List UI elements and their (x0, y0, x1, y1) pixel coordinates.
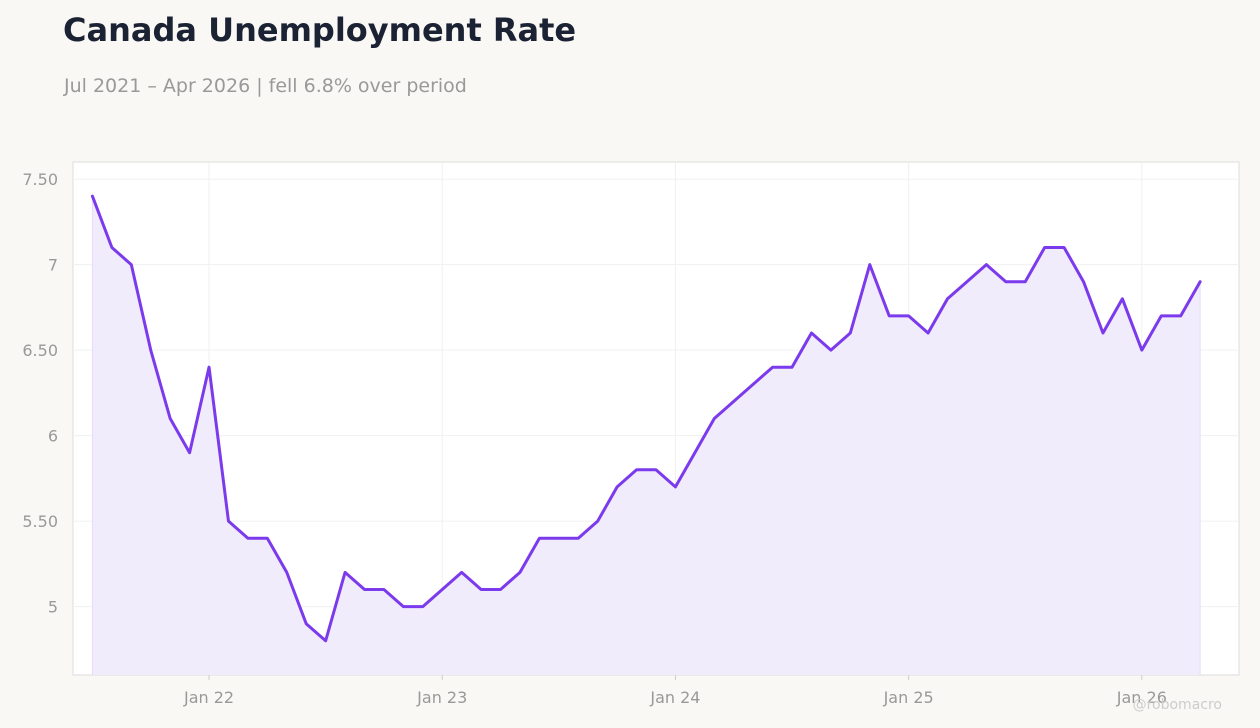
x-tick-label: Jan 24 (649, 688, 700, 707)
data-point (577, 537, 580, 540)
data-point (130, 263, 133, 266)
chart-title: Canada Unemployment Rate (63, 11, 577, 49)
data-point (1082, 280, 1085, 283)
data-point (363, 588, 366, 591)
series-line-path (90, 194, 1202, 643)
data-point (849, 332, 852, 335)
y-axis: 5 5.50 6 6.50 7 7.50 (22, 170, 58, 616)
data-point (460, 571, 463, 574)
data-point (1024, 280, 1027, 283)
data-point (1160, 314, 1163, 317)
y-tick-label: 5.50 (22, 512, 58, 531)
data-point (305, 622, 308, 625)
data-point (227, 520, 230, 523)
x-tick-label: Jan 26 (1116, 688, 1167, 707)
chart-subtitle: Jul 2021 – Apr 2026 | fell 6.8% over per… (64, 75, 467, 97)
data-point (1101, 332, 1104, 335)
data-point (1043, 246, 1046, 249)
data-point (732, 400, 735, 403)
data-point (829, 349, 832, 352)
data-point (616, 485, 619, 488)
data-point (421, 605, 424, 608)
data-point (344, 571, 347, 574)
data-point (91, 195, 94, 198)
data-point (868, 263, 871, 266)
y-tick-label: 7 (48, 256, 58, 275)
data-point (693, 451, 696, 454)
x-tick-label: Jan 25 (883, 688, 934, 707)
data-point (635, 468, 638, 471)
data-point (266, 537, 269, 540)
data-point (713, 417, 716, 420)
x-tick-label: Jan 23 (416, 688, 467, 707)
data-point (1199, 280, 1202, 283)
watermark: @robomacro (1132, 697, 1222, 713)
data-point (480, 588, 483, 591)
data-point (752, 383, 755, 386)
data-point (149, 349, 152, 352)
data-point (1179, 314, 1182, 317)
data-point (382, 588, 385, 591)
data-point (888, 314, 891, 317)
x-tick-label: Jan 22 (183, 688, 234, 707)
y-tick-label: 6 (48, 427, 58, 446)
area-fill (91, 196, 1201, 675)
data-point (1004, 280, 1007, 283)
data-point (324, 639, 327, 642)
data-point (169, 417, 172, 420)
y-tick-label: 7.50 (22, 170, 58, 189)
series-area (92, 196, 1201, 675)
data-point (907, 314, 910, 317)
data-point (285, 571, 288, 574)
data-point (1121, 297, 1124, 300)
data-point (596, 520, 599, 523)
data-point (246, 537, 249, 540)
data-point (674, 485, 677, 488)
data-point (402, 605, 405, 608)
data-point (441, 588, 444, 591)
data-point (557, 537, 560, 540)
data-point (538, 537, 541, 540)
data-point (1063, 246, 1066, 249)
data-point (1140, 349, 1143, 352)
data-point (518, 571, 521, 574)
data-point (791, 366, 794, 369)
data-point (655, 468, 658, 471)
data-point (499, 588, 502, 591)
data-point (946, 297, 949, 300)
series-line (90, 194, 1202, 643)
data-point (208, 366, 211, 369)
x-axis: Jan 22 Jan 23 Jan 24 Jan 25 Jan 26 (183, 675, 1167, 707)
data-point (110, 246, 113, 249)
data-point (927, 332, 930, 335)
data-point (188, 451, 191, 454)
data-point (965, 280, 968, 283)
y-tick-label: 6.50 (22, 341, 58, 360)
data-point (771, 366, 774, 369)
y-tick-label: 5 (48, 598, 58, 617)
data-point (985, 263, 988, 266)
data-point (810, 332, 813, 335)
